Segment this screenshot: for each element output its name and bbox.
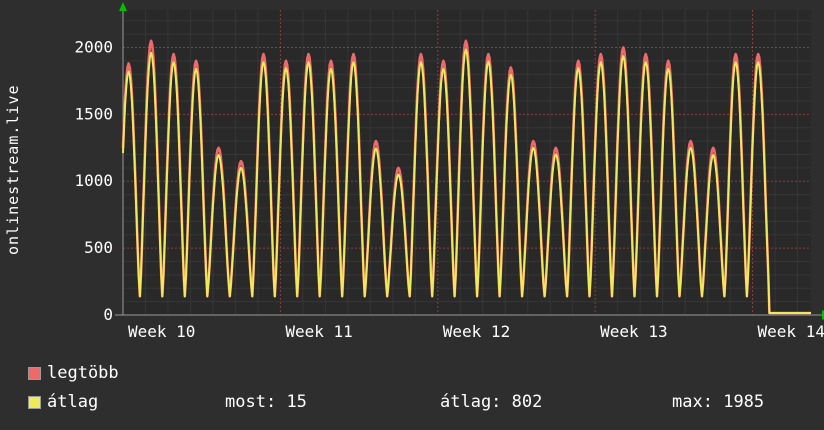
stat-average-label: átlag: xyxy=(440,392,502,412)
svg-text:Week 10: Week 10 xyxy=(128,322,195,341)
svg-text:Week 14: Week 14 xyxy=(758,322,824,341)
legend-swatch-atlag xyxy=(28,396,41,409)
series-line-atlag xyxy=(122,48,811,314)
stat-current-label: most: xyxy=(225,392,277,412)
svg-text:2000: 2000 xyxy=(74,37,113,56)
grid-minor-lines xyxy=(123,10,811,315)
y-axis-tick-labels: 0 500 1000 1500 2000 xyxy=(74,37,113,324)
svg-text:Week 12: Week 12 xyxy=(443,322,510,341)
y-axis-arrow-icon xyxy=(119,2,127,11)
svg-text:0: 0 xyxy=(103,305,113,324)
svg-text:1500: 1500 xyxy=(74,104,113,123)
svg-text:Week 11: Week 11 xyxy=(285,322,352,341)
axes xyxy=(115,8,823,316)
svg-text:1000: 1000 xyxy=(74,171,113,190)
stat-max-value: 1985 xyxy=(723,392,765,412)
legend-label-atlag: átlag xyxy=(47,392,99,412)
svg-text:Week 13: Week 13 xyxy=(600,322,667,341)
stat-max-label: max: xyxy=(672,392,713,412)
legend-swatch-legtobb xyxy=(28,367,41,380)
stat-average: átlag: 802 xyxy=(440,392,542,412)
legend-label-legtobb: legtöbb xyxy=(47,363,119,383)
stat-max: max: 1985 xyxy=(672,392,764,412)
svg-text:500: 500 xyxy=(84,238,113,257)
x-axis-week-labels: Week 10 Week 11 Week 12 Week 13 Week 14 xyxy=(128,322,824,341)
stat-current: most: 15 xyxy=(225,392,307,412)
stat-average-value: 802 xyxy=(511,392,543,412)
stat-current-value: 15 xyxy=(286,392,307,412)
